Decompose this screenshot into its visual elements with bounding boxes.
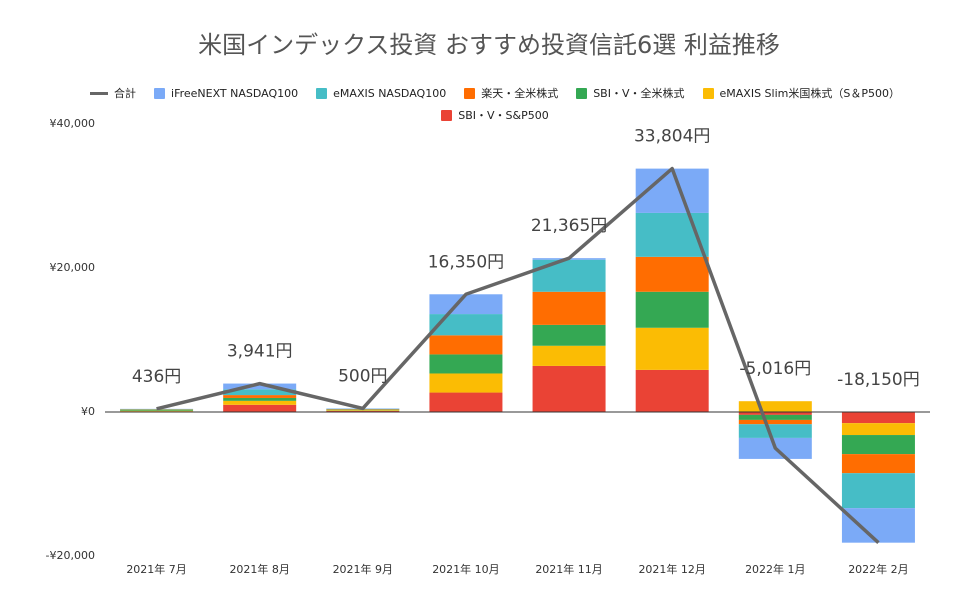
bar-segment	[841, 423, 915, 436]
legend-swatch	[90, 91, 109, 95]
bar-segment	[223, 404, 297, 412]
bar-segment	[223, 383, 297, 390]
bar-segment	[429, 354, 503, 374]
x-tick-label: 2021年 12月	[638, 562, 706, 576]
bar-segment	[429, 335, 503, 355]
legend-item: eMAXIS NASDAQ100	[316, 85, 446, 101]
bar-segment	[841, 473, 915, 509]
bar-segment	[532, 324, 606, 346]
bar-segment	[738, 412, 812, 415]
legend-swatch	[154, 87, 166, 99]
legend-label: 合計	[114, 87, 137, 100]
legend: 合計 iFreeNEXT NASDAQ100 eMAXIS NASDAQ100 楽天・…	[80, 85, 910, 123]
legend-label: SBI・V・S&P500	[458, 109, 549, 122]
x-tick-label: 2022年 1月	[745, 562, 806, 576]
bar-segment	[532, 291, 606, 325]
data-label: 500円	[338, 366, 387, 386]
data-label: 33,804円	[634, 127, 710, 147]
bar-segment	[635, 327, 709, 370]
y-tick-label: ¥0	[81, 405, 95, 418]
legend-label: eMAXIS NASDAQ100	[333, 86, 447, 100]
bar-segment	[841, 508, 915, 543]
bar-segment	[635, 291, 709, 328]
bar-segment	[429, 314, 503, 336]
legend-swatch	[464, 87, 476, 99]
legend-item: 楽天・全米株式	[464, 85, 558, 101]
bar-segment	[738, 419, 812, 425]
y-tick-label: -¥20,000	[46, 549, 95, 562]
data-label: -18,150円	[837, 370, 920, 390]
legend-swatch	[316, 87, 328, 99]
bar-segment	[429, 373, 503, 393]
bar-segment	[326, 410, 400, 412]
bar-segment	[635, 369, 709, 412]
legend-swatch	[576, 87, 588, 99]
y-tick-label: ¥40,000	[50, 117, 96, 130]
data-label: 16,350円	[428, 252, 504, 272]
legend-label: SBI・V・全米株式	[593, 87, 685, 100]
bar-segment	[738, 414, 812, 420]
legend-label: iFreeNEXT NASDAQ100	[171, 86, 299, 100]
bar-segment	[120, 409, 194, 411]
bar-segment	[120, 410, 194, 412]
bar-segment	[635, 256, 709, 292]
total-line	[156, 166, 880, 544]
bar-segment	[223, 397, 297, 401]
x-tick-label: 2021年 7月	[126, 562, 187, 576]
x-tick-label: 2021年 8月	[229, 562, 290, 576]
x-tick-label: 2021年 11月	[535, 562, 603, 576]
legend-swatch	[702, 87, 714, 99]
bar-segment	[429, 294, 503, 315]
x-tick-label: 2021年 9月	[333, 562, 394, 576]
bar-segment	[532, 259, 606, 292]
legend-label: 楽天・全米株式	[481, 87, 559, 100]
legend-item: iFreeNEXT NASDAQ100	[154, 85, 298, 101]
data-label: 3,941円	[227, 342, 293, 362]
y-tick-label: ¥20,000	[50, 261, 96, 274]
data-label: -5,016円	[739, 359, 811, 379]
data-label: 436円	[132, 367, 181, 387]
legend-item: eMAXIS Slim米国株式（S＆P500）	[702, 85, 900, 101]
bar-segment	[841, 412, 915, 424]
bar-segment	[738, 401, 812, 412]
bar-segment	[223, 400, 297, 405]
bar-segment	[223, 389, 297, 396]
x-tick-label: 2022年 2月	[848, 562, 909, 576]
legend-label: eMAXIS Slim米国株式（S＆P500）	[719, 87, 900, 100]
bar-segment	[326, 410, 400, 411]
legend-item: 合計	[90, 85, 136, 101]
bar-segment	[532, 345, 606, 366]
bar-segment	[841, 435, 915, 455]
bar-segment	[738, 424, 812, 438]
bar-segment	[841, 454, 915, 474]
data-label: 21,365円	[531, 216, 607, 236]
x-tick-label: 2021年 10月	[432, 562, 500, 576]
bar-segment	[532, 365, 606, 412]
legend-item: SBI・V・全米株式	[576, 85, 685, 101]
legend-swatch	[441, 109, 453, 121]
chart-title: 米国インデックス投資 おすすめ投資信託6選 利益推移	[198, 31, 780, 59]
bar-segment	[223, 395, 297, 398]
bar-segment	[429, 392, 503, 412]
legend-item: SBI・V・S&P500	[441, 107, 549, 123]
